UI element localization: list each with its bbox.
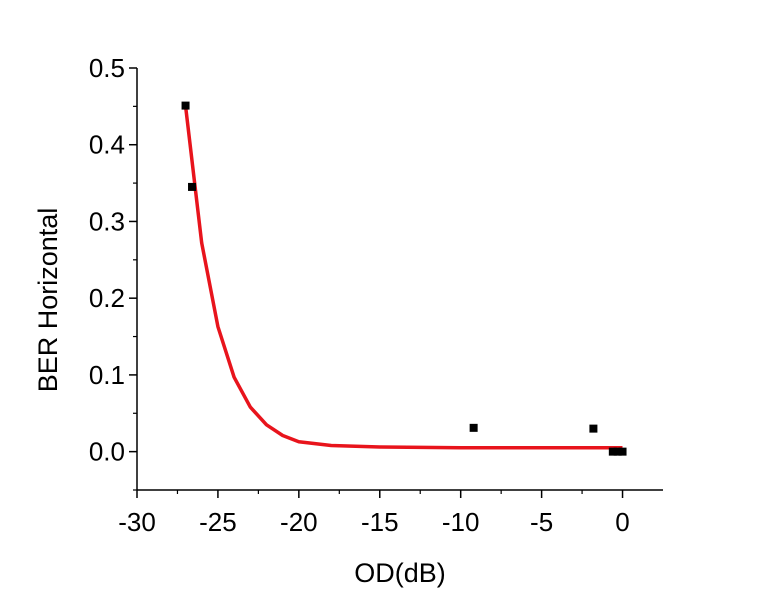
scatter-points-group [181,101,627,456]
x-tick-label: -25 [199,507,237,537]
x-tick-label: -5 [530,507,553,537]
x-tick-label: -15 [361,507,399,537]
tick-labels: -30 -25 -20 -15 -10 -5 0 0.0 0.1 0.2 0.3 0.4 0.5 [89,53,630,537]
axes [136,68,663,491]
tick-marks [129,67,624,498]
scatter-point [613,447,622,456]
scatter-point [188,182,197,191]
y-tick-label: 0.0 [89,437,125,467]
scatter-point [589,424,598,433]
x-tick-label: 0 [615,507,629,537]
x-tick-label: -20 [280,507,318,537]
x-tick-label: -30 [118,507,156,537]
y-tick-label: 0.4 [89,130,125,160]
y-axis-title: BER Horizontal [33,208,63,393]
scatter-point [469,423,478,432]
x-tick-label: -10 [442,507,480,537]
fit-curve [183,106,623,450]
y-tick-label: 0.1 [89,360,125,390]
y-tick-label: 0.5 [89,53,125,83]
scatter-point [608,447,617,456]
scatter-point [181,101,190,110]
fit-curve-group [183,106,623,450]
scatter-point [618,447,627,456]
y-tick-label: 0.3 [89,206,125,236]
x-axis-title: OD(dB) [354,558,446,588]
y-tick-label: 0.2 [89,283,125,313]
